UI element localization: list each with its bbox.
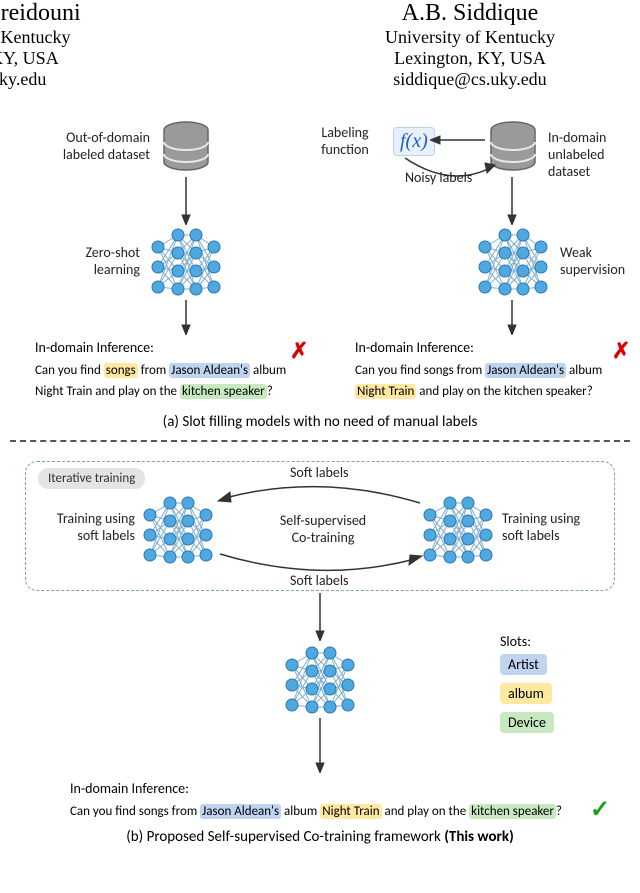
author-aff: University of Kentucky [310,27,630,48]
train-right-label: Training using soft labels [502,511,580,545]
labeling-fn-label: Labeling function [310,125,380,159]
slot-device: Device [500,712,554,733]
inference-bottom: In-domain Inference: Can you find songs … [70,778,610,823]
author-header: ereidouni f Kentucky KY, USA uky.edu A.B… [0,0,640,90]
inference-text: Can you find songs from Jason Aldean's a… [70,802,610,823]
divider [10,440,630,442]
author-loc: Lexington, KY, USA [310,48,630,69]
section-b: Iterative training [0,453,640,843]
database-icon [158,120,214,176]
slot-artist: Artist [500,654,547,675]
in-domain-label: In-domain unlabeled dataset [548,130,640,180]
caption-a: (a) Slot filling models with no need of … [0,413,640,431]
inference-text: Can you find songs from Jason Aldean's a… [35,361,310,403]
author-right: A.B. Siddique University of Kentucky Lex… [310,0,630,90]
noisy-labels-label: Noisy labels [405,170,472,187]
caption-b: (b) Proposed Self-supervised Co-training… [0,828,640,846]
arrow-down-icon [314,718,326,773]
arrow-down-icon [180,177,192,225]
author-email: siddique@cs.uky.edu [310,69,630,90]
arrow-down-icon [314,593,326,641]
out-domain-label: Out-of-domain labeled dataset [35,130,150,164]
train-left-label: Training using soft labels [30,511,135,545]
inference-text: Can you find songs from Jason Aldean's a… [355,361,630,403]
inference-title: In-domain Inference: [35,337,310,359]
cotrain-label: Self-supervised Co-training [268,513,378,547]
arrow-icon [430,130,485,150]
inference-right: In-domain Inference: Can you find songs … [355,337,630,403]
slots-legend: Slots: Artist album Device [500,633,554,737]
neural-net-icon [148,225,224,302]
author-email: uky.edu [0,69,310,90]
section-a: Out-of-domain labeled dataset In-domain … [0,115,640,455]
check-icon: ✓ [590,795,610,824]
inference-title: In-domain Inference: [355,337,630,359]
neural-net-icon [420,493,496,570]
author-aff: f Kentucky [0,27,310,48]
inference-title: In-domain Inference: [70,778,610,800]
weak-sup-label: Weak supervision [560,245,625,279]
diagram-area: Out-of-domain labeled dataset In-domain … [0,115,640,455]
arrow-down-icon [180,300,192,335]
author-name: ereidouni [0,0,310,27]
arrow-down-icon [506,300,518,335]
cross-icon: ✗ [612,338,630,364]
arrow-curve-icon [215,478,425,508]
fx-icon: f(x) [393,127,435,156]
author-loc: KY, USA [0,48,310,69]
neural-net-icon [282,643,358,720]
author-left: ereidouni f Kentucky KY, USA uky.edu [0,0,310,90]
neural-net-icon [140,493,216,570]
zero-shot-label: Zero-shot learning [55,245,140,279]
inference-left: In-domain Inference: Can you find songs … [35,337,310,403]
slot-album: album [500,683,552,704]
slots-title: Slots: [500,633,554,650]
iterative-tag: Iterative training [38,468,145,489]
cross-icon: ✗ [290,338,308,364]
soft-labels-bot: Soft labels [290,573,349,590]
neural-net-icon [475,225,551,302]
arrow-down-icon [506,177,518,225]
author-name: A.B. Siddique [310,0,630,27]
soft-labels-top: Soft labels [290,465,349,482]
